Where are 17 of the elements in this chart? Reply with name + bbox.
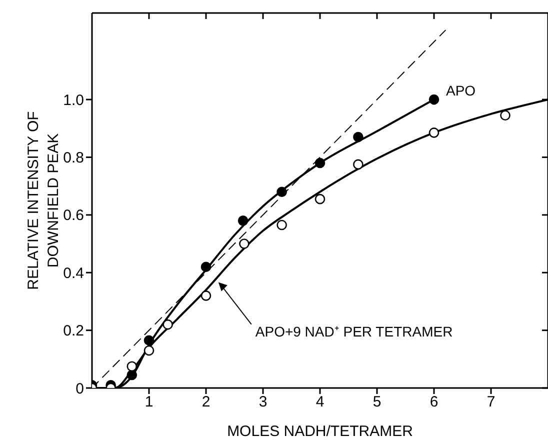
y-tick-label: 0.2 — [63, 322, 84, 340]
y-tick-label: 0.6 — [63, 207, 84, 224]
annotation: APO — [446, 82, 476, 99]
x-tick-label: 3 — [258, 394, 268, 411]
annotation: APO+9 NAD⁺ PER TETRAMER — [255, 323, 453, 340]
x-tick-label: 2 — [202, 394, 210, 411]
x-tick-label: 1 — [144, 394, 154, 411]
y-tick-label: 1.0 — [63, 92, 84, 109]
y-tick-label: 0 — [76, 380, 84, 398]
x-axis-title: MOLES NADH/TETRAMER — [227, 423, 414, 440]
y-axis-title: RELATIVE INTENSITY OF DOWNFIELD PEAK — [25, 111, 62, 290]
y-tick-label: 0.4 — [63, 264, 84, 282]
x-tick-label: 6 — [430, 394, 438, 411]
x-tick-label: 5 — [372, 394, 382, 411]
y-tick-label: 0.8 — [63, 150, 84, 167]
x-tick-label: 7 — [486, 394, 496, 411]
x-tick-label: 4 — [316, 394, 324, 411]
